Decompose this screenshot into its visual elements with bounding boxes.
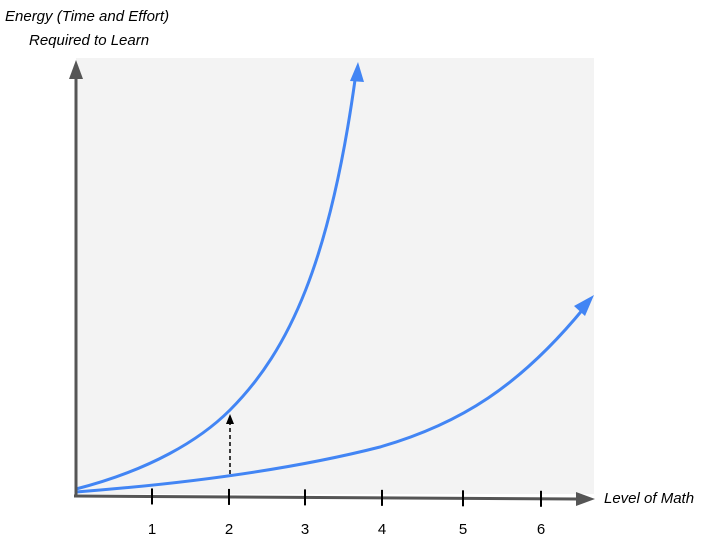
plot-background — [76, 58, 594, 494]
y-axis-label-line-2: Required to Learn — [29, 32, 150, 49]
y-axis-label-line-1: Energy (Time and Effort) — [5, 8, 170, 25]
x-tick-label-1: 1 — [148, 521, 156, 538]
x-tick-label-6: 6 — [537, 521, 545, 538]
upper-curve-arrowhead — [350, 62, 364, 82]
upper-curve — [74, 78, 357, 491]
x-tick-label-5: 5 — [459, 521, 467, 538]
x-axis-arrowhead — [576, 492, 595, 506]
x-ticks: 1 2 3 4 5 6 — [148, 488, 545, 538]
x-tick-label-4: 4 — [378, 521, 386, 538]
x-tick-label-2: 2 — [225, 521, 233, 538]
lower-curve — [74, 306, 586, 494]
dashed-arrow-head — [226, 414, 234, 424]
x-axis — [73, 494, 579, 501]
y-axis-arrowhead — [69, 60, 83, 79]
x-axis-label: Level of Math — [604, 490, 695, 507]
lower-curve-arrowhead — [574, 295, 594, 316]
x-tick-label-3: 3 — [301, 521, 309, 538]
